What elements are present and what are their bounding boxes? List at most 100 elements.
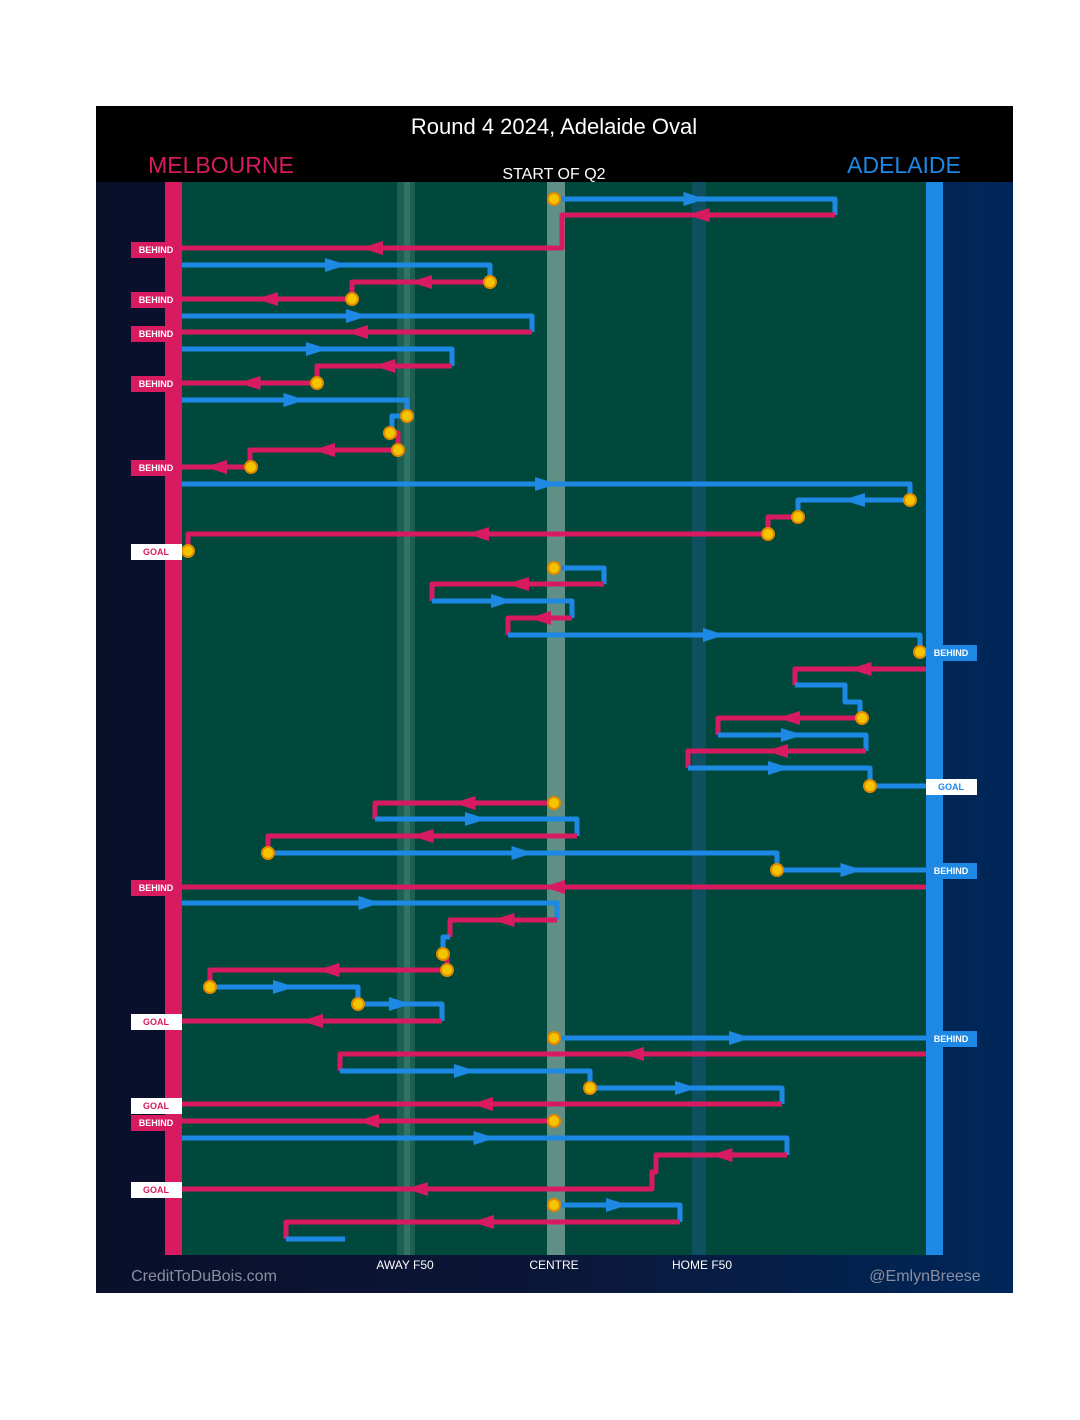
direction-arrow <box>406 1182 428 1196</box>
direction-arrow <box>840 863 863 877</box>
outcome-label: BEHIND <box>139 463 174 473</box>
direction-arrow <box>529 611 551 625</box>
direction-arrow <box>373 359 396 373</box>
direction-arrow <box>511 846 534 860</box>
direction-arrow <box>361 241 383 255</box>
direction-arrow <box>410 275 432 289</box>
adelaide-chain <box>554 565 607 584</box>
direction-arrow <box>710 1148 733 1162</box>
outcome-badge <box>131 544 182 560</box>
outcome-label: GOAL <box>143 547 170 557</box>
adelaide-chain <box>358 1001 445 1021</box>
direction-arrow <box>507 577 529 591</box>
direction-arrow <box>389 997 411 1011</box>
direction-arrow <box>283 393 306 407</box>
direction-arrow <box>543 880 565 894</box>
melbourne-chain <box>372 800 554 819</box>
adelaide-chain <box>432 598 575 618</box>
outcome-badge <box>131 376 182 392</box>
direction-arrow <box>306 342 328 356</box>
direction-arrow <box>346 325 368 339</box>
turnover-dot <box>383 426 397 440</box>
direction-arrow <box>675 1081 697 1095</box>
left-goal-bar <box>165 182 182 1255</box>
outcome-label: BEHIND <box>934 1034 969 1044</box>
period-label: START OF Q2 <box>502 166 605 183</box>
direction-arrow <box>453 796 476 810</box>
adelaide-chain <box>182 1135 790 1155</box>
direction-arrow <box>301 1014 323 1028</box>
outcome-label: GOAL <box>143 1185 170 1195</box>
direction-arrow <box>357 1114 379 1128</box>
turnover-dot <box>436 947 450 961</box>
turnover-dot <box>791 510 805 524</box>
right-goal-bar <box>926 182 943 1255</box>
turnover-dot <box>440 963 454 977</box>
direction-arrow <box>843 493 865 507</box>
home-f50-stripe <box>692 182 706 1255</box>
melbourne-chain <box>792 666 926 685</box>
direction-arrow <box>473 1131 496 1145</box>
outcome-label: BEHIND <box>139 1118 174 1128</box>
melbourne-chain <box>447 917 557 937</box>
adelaide-chain <box>375 816 580 836</box>
adelaide-chain <box>554 196 838 215</box>
direction-arrow <box>849 662 872 676</box>
turnover-dot <box>345 292 359 306</box>
direction-arrow <box>313 443 335 457</box>
direction-arrow <box>205 460 227 474</box>
direction-arrow <box>781 728 803 742</box>
direction-arrow <box>411 829 434 843</box>
outcome-badge <box>131 242 182 258</box>
turnover-dot <box>310 376 324 390</box>
outcome-badge <box>926 645 977 661</box>
direction-arrow <box>325 258 347 272</box>
direction-arrow <box>492 913 515 927</box>
field-label: AWAY F50 <box>376 1258 434 1272</box>
turnover-dot <box>547 192 561 206</box>
direction-arrow <box>768 761 790 775</box>
direction-arrow <box>471 1097 493 1111</box>
field-label: CENTRE <box>529 1258 578 1272</box>
melbourne-chain <box>685 748 866 768</box>
direction-arrow <box>766 744 788 758</box>
outcome-badge <box>926 779 977 795</box>
outcome-badge <box>926 863 977 879</box>
possession-flows <box>181 192 927 1242</box>
turnover-dot <box>547 1114 561 1128</box>
left-team: MELBOURNE <box>148 152 294 178</box>
away-f50-line <box>404 182 410 1255</box>
outcome-label: GOAL <box>938 782 965 792</box>
adelaide-chain <box>182 900 560 920</box>
direction-arrow <box>317 963 340 977</box>
adelaide-chain <box>795 682 863 718</box>
right-team: ADELAIDE <box>847 152 961 178</box>
turnover-dot <box>400 409 414 423</box>
outcome-label: BEHIND <box>139 329 174 339</box>
turnover-dot <box>261 846 275 860</box>
outcome-label: GOAL <box>143 1017 170 1027</box>
melbourne-chain <box>429 581 604 601</box>
turnover-dot <box>351 997 365 1011</box>
melbourne-chain <box>715 715 860 735</box>
turnover-dot <box>547 1031 561 1045</box>
outcome-badge <box>131 1182 182 1198</box>
outcome-badge <box>131 460 182 476</box>
direction-arrow <box>358 896 381 910</box>
credit-left: CreditToDuBois.com <box>131 1268 277 1285</box>
outcome-label: BEHIND <box>139 379 174 389</box>
direction-arrow <box>606 1198 628 1212</box>
direction-arrow <box>729 1031 751 1045</box>
turnover-dot <box>244 460 258 474</box>
adelaide-chain <box>182 313 535 332</box>
direction-arrow <box>472 1215 494 1229</box>
melbourne-chain <box>337 1051 926 1071</box>
direction-arrow <box>454 1064 476 1078</box>
header-band <box>96 106 1013 182</box>
direction-arrow <box>622 1047 644 1061</box>
direction-arrow <box>687 208 710 222</box>
outcome-badge <box>131 880 182 896</box>
adelaide-chain <box>590 1085 785 1104</box>
turnover-dot <box>583 1081 597 1095</box>
